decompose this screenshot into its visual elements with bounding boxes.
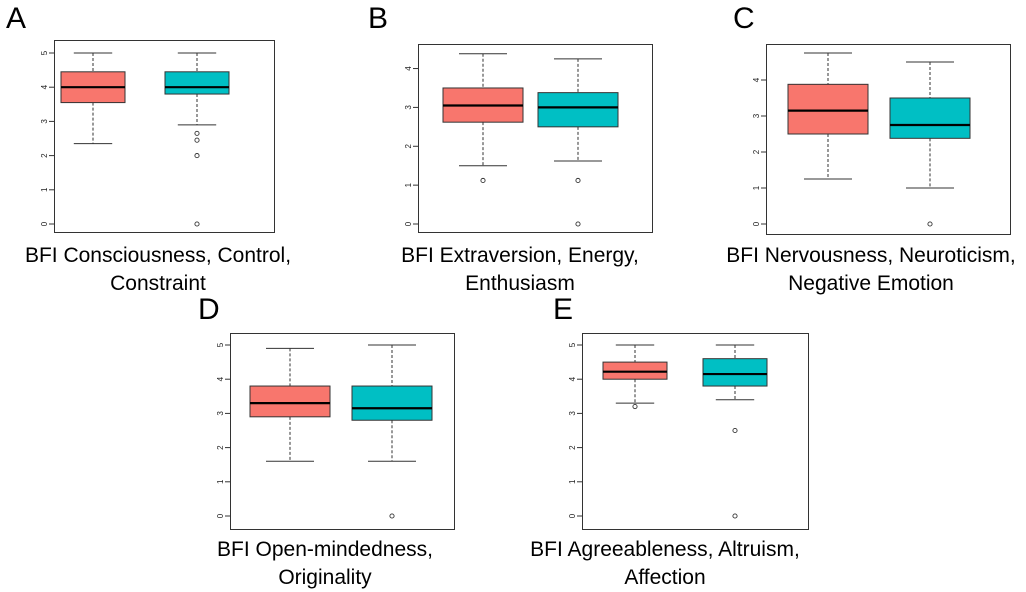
y-tick-label: 1 (40, 187, 49, 192)
y-tick-label: 4 (404, 66, 413, 71)
caption-line-2: Enthusiasm (465, 272, 575, 295)
caption-line-1: BFI Open-mindedness, (217, 538, 433, 561)
y-tick-label: 4 (216, 376, 225, 381)
y-tick-label: 4 (40, 84, 49, 89)
caption-line-2: Negative Emotion (788, 272, 954, 295)
y-tick-label: 1 (404, 182, 413, 187)
plot-frame (582, 333, 809, 530)
y-tick-label: 0 (40, 221, 49, 226)
outlier-point (927, 221, 933, 227)
y-tick-label: 2 (752, 149, 761, 154)
y-tick-label: 4 (568, 376, 577, 381)
outlier-point (480, 177, 486, 184)
y-tick-label: 2 (216, 445, 225, 450)
y-tick-label: 0 (752, 221, 761, 226)
y-tick-label: 0 (568, 513, 577, 518)
y-tick-label: 4 (752, 77, 761, 82)
plot-frame (230, 333, 455, 530)
caption-panel-d: BFI Open-mindedness, Originality (180, 536, 470, 592)
caption-panel-a: BFI Consciousness, Control, Constraint (0, 242, 316, 298)
caption-panel-e: BFI Agreeableness, Altruism, Affection (520, 536, 810, 592)
caption-line-1: BFI Consciousness, Control, (24, 244, 292, 267)
plot-frame (418, 44, 653, 233)
outlier-point (194, 221, 200, 227)
outlier-point (632, 404, 638, 410)
y-tick-label: 5 (40, 50, 49, 55)
panel-letter-a: A (6, 2, 27, 35)
y-tick-label: 1 (752, 185, 761, 190)
y-tick-label: 1 (568, 479, 577, 484)
caption-line-1: BFI Nervousness, Neuroticism, (726, 244, 1016, 267)
outlier-point (194, 130, 200, 136)
y-tick-label: 0 (404, 221, 413, 226)
caption-line-1: BFI Extraversion, Energy, (401, 244, 639, 267)
panel-letter-e: E (553, 293, 574, 326)
y-tick-label: 3 (216, 411, 225, 416)
caption-line-2: Originality (278, 566, 372, 589)
y-tick-label: 5 (568, 342, 577, 347)
y-tick-label: 2 (404, 143, 413, 148)
plot-frame (54, 40, 275, 233)
outlier-point (732, 513, 738, 519)
y-tick-label: 5 (216, 342, 225, 347)
y-tick-label: 1 (216, 479, 225, 484)
caption-panel-c: BFI Nervousness, Neuroticism, Negative E… (716, 242, 1026, 298)
outlier-point (575, 221, 581, 227)
caption-panel-b: BFI Extraversion, Energy, Enthusiasm (360, 242, 680, 298)
boxplot-panel-c: 0 1 2 3 4 (752, 44, 1011, 235)
panel-letter-d: D (198, 293, 220, 326)
box-iqr (702, 358, 768, 387)
caption-line-2: Constraint (110, 272, 206, 295)
caption-line-2: Affection (624, 566, 706, 589)
box-iqr (787, 83, 869, 135)
boxplot-panel-a: 0 1 2 3 4 5 (40, 40, 275, 233)
panel-letter-c: C (733, 2, 755, 35)
plot-frame (766, 44, 1011, 235)
outlier-point (194, 137, 200, 143)
outlier-point (575, 177, 581, 184)
box-iqr (164, 71, 230, 95)
outlier-point (194, 153, 200, 159)
y-tick-label: 0 (216, 513, 225, 518)
box-iqr (889, 97, 971, 139)
boxplot-panel-d: 0 1 2 3 4 5 (216, 333, 455, 530)
y-tick-label: 3 (404, 105, 413, 110)
panel-letter-b: B (368, 2, 389, 35)
y-tick-label: 2 (40, 153, 49, 158)
caption-line-1: BFI Agreeableness, Altruism, (530, 538, 800, 561)
box-iqr (537, 92, 619, 128)
boxplot-panel-b: 0 1 2 3 4 (404, 44, 653, 233)
y-tick-label: 3 (568, 411, 577, 416)
box-iqr (249, 385, 331, 418)
boxplot-panel-e: 0 1 2 3 4 5 (568, 333, 809, 530)
outlier-point (389, 513, 395, 519)
outlier-point (732, 427, 738, 434)
y-tick-label: 2 (568, 445, 577, 450)
y-tick-label: 3 (752, 113, 761, 118)
y-tick-label: 3 (40, 119, 49, 124)
box-iqr (351, 385, 433, 421)
